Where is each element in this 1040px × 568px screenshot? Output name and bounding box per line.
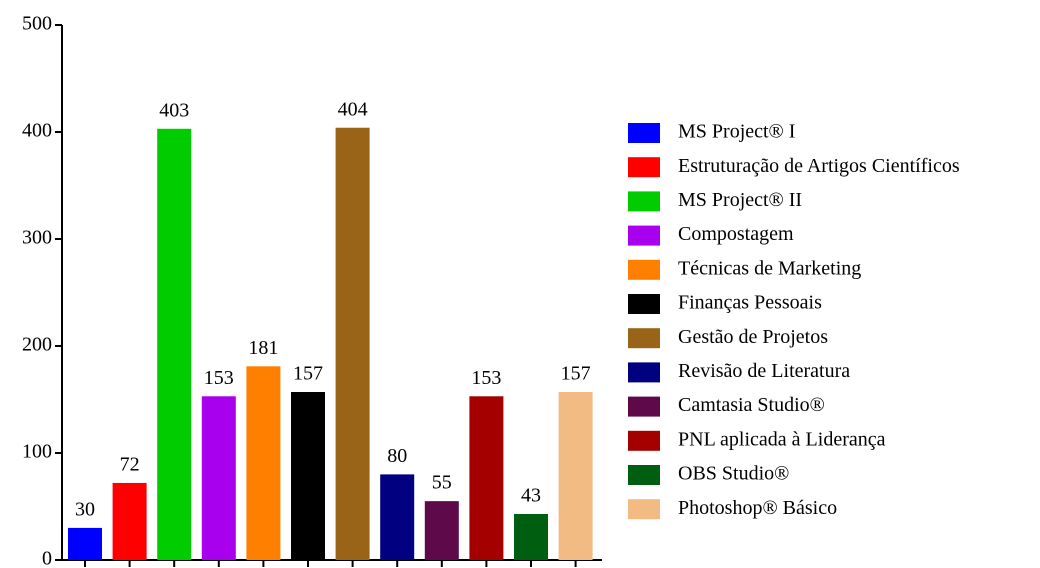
legend-label: PNL aplicada à Liderança (678, 428, 886, 450)
legend-label: Revisão de Literatura (678, 360, 850, 382)
bar (558, 392, 593, 560)
legend-label: Finanças Pessoais (678, 292, 822, 314)
value-label: 55 (432, 472, 452, 494)
legend-swatch (628, 396, 660, 417)
bar (291, 392, 325, 560)
legend-label: MS Project® I (678, 121, 795, 143)
legend-swatch (628, 430, 660, 451)
legend-swatch (628, 191, 660, 212)
value-label: 157 (293, 363, 323, 385)
bar (424, 501, 459, 560)
bar (469, 396, 504, 560)
bar (157, 128, 192, 561)
legend-label: Gestão de Projetos (678, 326, 828, 348)
value-label: 157 (561, 363, 591, 385)
value-label: 80 (387, 445, 407, 467)
y-tick-label: 300 (22, 227, 52, 249)
value-label: 153 (204, 367, 234, 389)
value-label: 72 (120, 454, 140, 476)
legend-label: Camtasia Studio® (678, 394, 825, 416)
legend-label: Compostagem (678, 223, 794, 245)
legend-label: Técnicas de Marketing (678, 257, 861, 279)
legend-swatch (628, 465, 660, 485)
value-label: 181 (248, 337, 278, 359)
legend-swatch (628, 294, 660, 314)
value-label: 403 (159, 99, 189, 121)
bar (380, 474, 415, 560)
value-label: 30 (75, 498, 95, 520)
bar (246, 366, 281, 560)
legend-label: OBS Studio® (678, 463, 789, 485)
legend-swatch (628, 259, 660, 280)
bar (514, 513, 548, 560)
bar (112, 482, 147, 560)
y-tick-label: 400 (22, 120, 52, 142)
legend-swatch (628, 328, 660, 349)
bar (68, 527, 102, 560)
value-label: 153 (471, 367, 501, 389)
y-tick-label: 0 (42, 548, 52, 568)
value-label: 43 (521, 485, 541, 507)
bar (335, 127, 370, 560)
value-label: 404 (338, 98, 368, 120)
legend-swatch (628, 362, 660, 383)
y-tick-label: 100 (22, 441, 52, 463)
legend-swatch (628, 157, 660, 178)
legend-label: Estruturação de Artigos Científicos (678, 155, 960, 177)
legend-label: MS Project® II (678, 189, 802, 211)
bar (201, 396, 236, 560)
y-tick-label: 200 (22, 334, 52, 356)
legend-swatch (628, 499, 660, 520)
legend-swatch (628, 225, 660, 246)
legend-swatch (628, 123, 660, 143)
legend-label: Photoshop® Básico (678, 497, 837, 519)
y-tick-label: 500 (22, 13, 52, 35)
